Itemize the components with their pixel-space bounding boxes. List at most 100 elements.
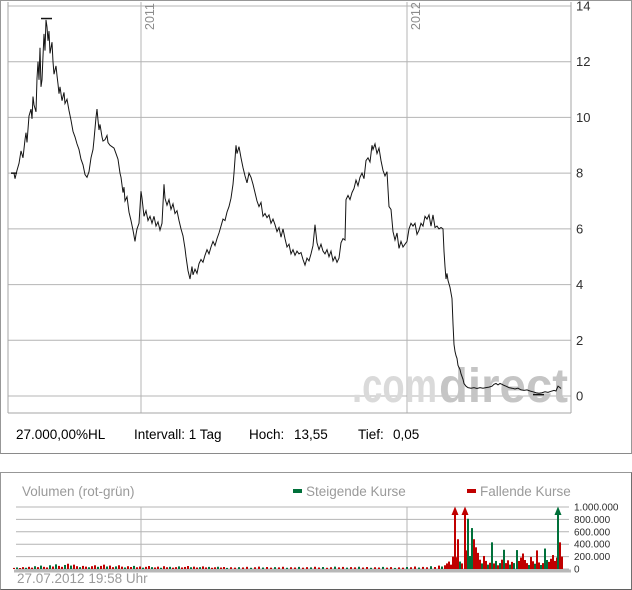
volume-bar <box>450 564 452 569</box>
volume-bar <box>226 567 228 569</box>
volume-chart-panel: 1.000.000 800.000 600.000 400.000 200.000 0 V… <box>0 472 632 590</box>
volume-bar <box>109 565 111 569</box>
volume-bar <box>532 561 534 569</box>
volume-bar <box>178 566 180 569</box>
volume-bar <box>43 566 45 569</box>
volume-bar <box>554 560 556 569</box>
volume-bar <box>444 565 446 569</box>
volume-bar <box>136 567 138 569</box>
volume-axis-tick-label: 600.000 <box>574 527 611 538</box>
volume-bar <box>434 567 436 569</box>
price-axis-tick-label: 8 <box>576 166 583 181</box>
volume-bar <box>354 567 356 569</box>
volume-bar <box>106 566 108 569</box>
volume-bar <box>540 564 542 569</box>
volume-bar <box>382 566 384 569</box>
volume-bar <box>103 564 105 569</box>
volume-bar <box>418 567 420 569</box>
volume-bar <box>497 565 499 569</box>
volume-bar <box>438 565 440 569</box>
price-axis-tick-label: 10 <box>576 110 590 125</box>
volume-bar <box>422 566 424 569</box>
volume-bar <box>58 565 60 569</box>
volume-bar <box>199 567 201 569</box>
price-axis-tick-label: 14 <box>576 1 590 14</box>
volume-panel-title: Volumen (rot-grün) <box>22 484 135 499</box>
volume-bar <box>238 567 240 569</box>
volume-bar <box>262 567 264 569</box>
volume-bar <box>374 567 376 569</box>
volume-bar <box>121 566 123 569</box>
volume-bar <box>52 566 54 569</box>
volume-bar <box>85 566 87 569</box>
volume-bar <box>61 566 63 569</box>
volume-bar <box>250 567 252 569</box>
volume-bar <box>528 564 530 569</box>
volume-bar <box>491 542 493 569</box>
volume-bar <box>448 561 450 569</box>
volume-bar <box>414 566 416 569</box>
volume-bar <box>258 566 260 569</box>
volume-bar <box>34 566 36 569</box>
volume-bar <box>82 565 84 569</box>
volume-bar <box>234 567 236 569</box>
volume-bar <box>70 565 72 569</box>
volume-bar <box>16 567 18 569</box>
volume-bar <box>169 566 171 569</box>
volume-bar <box>28 566 30 569</box>
price-axis-tick-label: 0 <box>576 388 583 403</box>
low-label: Tief: <box>358 427 384 442</box>
volume-bar <box>205 567 207 569</box>
volume-bar <box>64 564 66 569</box>
volume-bar <box>220 567 222 569</box>
volume-bar <box>31 567 33 569</box>
volume-bar <box>487 564 489 569</box>
volume-bar <box>266 567 268 569</box>
volume-bar <box>142 567 144 569</box>
volume-bar <box>410 567 412 569</box>
volume-axis-tick-label: 400.000 <box>574 540 611 551</box>
volume-bar <box>542 563 544 569</box>
volume-bar <box>483 555 485 569</box>
volume-bar <box>426 567 428 569</box>
volume-bar <box>471 528 473 569</box>
volume-bar <box>552 555 554 569</box>
volume-bar <box>25 567 27 569</box>
volume-bar <box>546 560 548 569</box>
volume-bar <box>511 561 513 569</box>
volume-bar <box>467 518 469 569</box>
volume-bar <box>151 567 153 569</box>
volume-bar <box>181 567 183 569</box>
volume-bar <box>302 567 304 569</box>
volume-bar <box>495 560 497 569</box>
volume-bar <box>130 567 132 569</box>
volume-bar <box>91 566 93 569</box>
watermark-direct: direct <box>439 360 568 413</box>
volume-bar <box>118 565 120 569</box>
volume-bar <box>509 564 511 569</box>
volume-bar <box>94 565 96 569</box>
watermark-com: .com <box>352 360 437 413</box>
volume-bar <box>37 567 39 569</box>
volume-bar <box>46 567 48 569</box>
volume-bar <box>520 557 522 569</box>
volume-bar <box>217 566 219 569</box>
price-axis-tick-label: 2 <box>576 333 583 348</box>
volume-bar <box>322 567 324 569</box>
volume-bar <box>211 567 213 569</box>
volume-bar <box>503 549 505 569</box>
volume-clipped-arrow-head <box>554 506 562 515</box>
volume-bar <box>100 565 102 569</box>
volume-bar <box>13 567 15 569</box>
volume-bar <box>278 567 280 569</box>
volume-bar <box>124 567 126 569</box>
volume-bar <box>190 567 192 569</box>
volume-bar <box>469 555 471 569</box>
volume-bar <box>160 567 162 569</box>
price-axis-tick-label: 4 <box>576 277 583 292</box>
legend-up-label: Steigende Kurse <box>306 484 406 499</box>
high-label: Hoch: <box>249 427 285 442</box>
volume-bar <box>534 563 536 569</box>
